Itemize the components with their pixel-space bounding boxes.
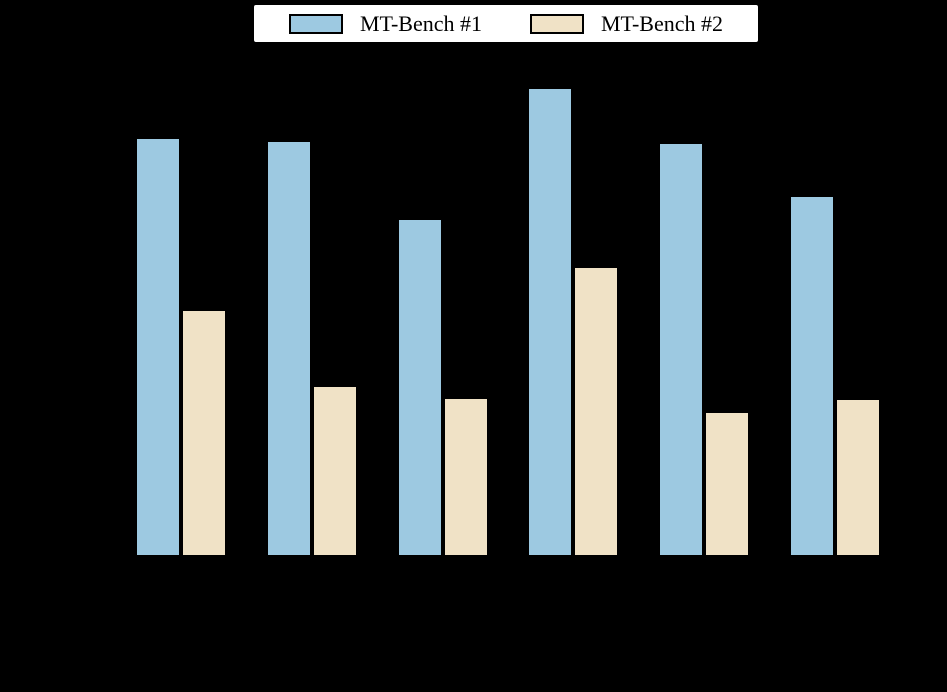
bar-mtbench1-group6	[790, 196, 834, 556]
bar-mtbench1-group4	[528, 88, 572, 556]
legend-label-mtbench-2: MT-Bench #2	[601, 10, 724, 36]
legend-swatch-mtbench-2-icon	[530, 13, 584, 34]
bar-mtbench1-group3	[398, 219, 442, 556]
legend-label-mtbench-1: MT-Bench #1	[359, 10, 482, 36]
legend-swatch-mtbench-1-icon	[288, 13, 343, 34]
bar-mtbench2-group2	[313, 386, 357, 556]
bar-mtbench1-group2	[267, 141, 311, 556]
bar-mtbench1-group1	[136, 138, 180, 556]
bar-mtbench2-group6	[836, 399, 880, 556]
bar-mtbench2-group3	[444, 398, 488, 556]
legend-item-mtbench-1: MT-Bench #1	[288, 10, 482, 36]
bar-mtbench2-group1	[182, 310, 226, 556]
legend: MT-Bench #1 MT-Bench #2	[252, 3, 760, 44]
bar-mtbench2-group5	[705, 412, 749, 556]
bar-mtbench1-group5	[659, 143, 703, 556]
legend-item-mtbench-2: MT-Bench #2	[530, 10, 724, 36]
bar-mtbench2-group4	[574, 267, 618, 556]
